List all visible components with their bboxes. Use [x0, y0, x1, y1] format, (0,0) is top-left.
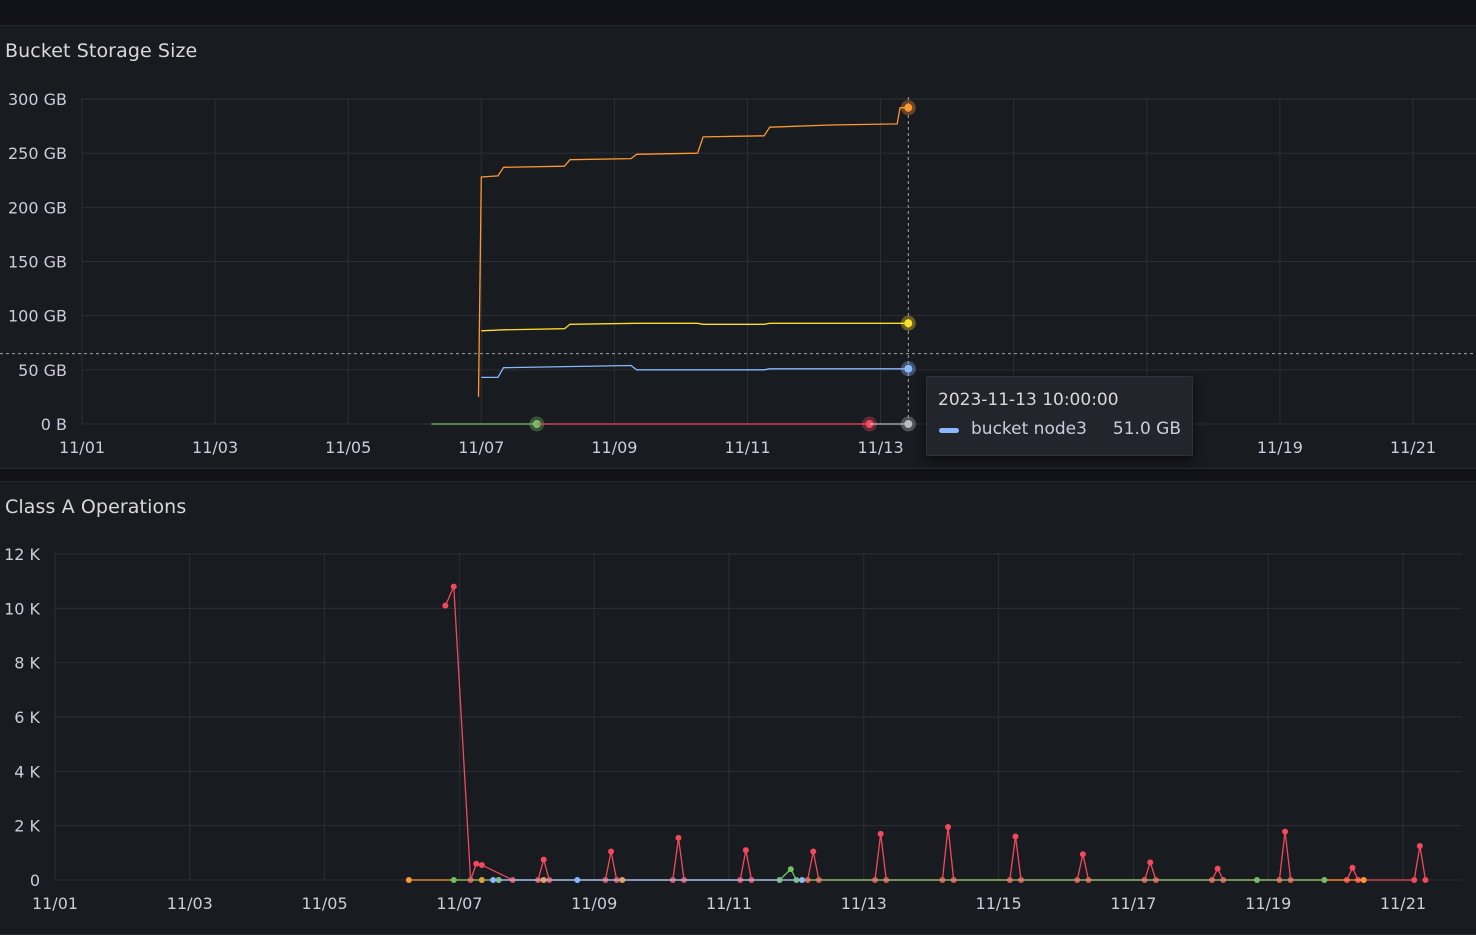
x-tick-label: 11/05	[325, 438, 371, 457]
tooltip-series-value: 51.0 GB	[1112, 419, 1181, 439]
data-point	[1411, 877, 1418, 883]
data-point	[675, 834, 682, 841]
x-tick-label: 11/03	[192, 438, 238, 457]
y-tick-label: 300 GB	[8, 90, 67, 109]
x-tick-label: 11/01	[32, 894, 78, 913]
data-point	[810, 848, 817, 855]
chart-class-a-operations[interactable]: 0 2 K 4 K 6 K 8 K 10 K 12 K 11/01 11/03 11/05 11/0…	[0, 482, 1476, 934]
x-tick-label: 11/13	[858, 438, 904, 457]
y-tick-label: 8 K	[14, 654, 40, 673]
x-tick-label: 11/05	[302, 894, 348, 913]
y-tick-label: 10 K	[4, 599, 40, 618]
data-point	[787, 866, 794, 873]
data-point	[540, 856, 547, 863]
x-tick-label: 11/13	[841, 894, 887, 913]
data-point	[1349, 864, 1356, 871]
series-line-3	[453, 868, 1325, 881]
data-point	[1079, 851, 1086, 858]
x-tick-label: 11/19	[1257, 438, 1303, 457]
x-tick-label: 11/15	[976, 894, 1022, 913]
series-line-1	[477, 107, 909, 397]
hover-point	[904, 103, 913, 112]
y-tick-label: 200 GB	[8, 198, 67, 217]
hover-point	[904, 420, 913, 428]
data-point	[945, 824, 952, 831]
series-line-2	[481, 322, 909, 332]
y-tick-label: 0 B	[41, 415, 67, 434]
x-tick-label: 11/07	[458, 438, 504, 457]
data-point	[442, 602, 449, 609]
data-point	[473, 860, 480, 867]
y-tick-label: 100 GB	[8, 307, 67, 326]
x-tick-label: 11/11	[724, 438, 770, 457]
y-tick-label: 50 GB	[18, 361, 67, 380]
data-point	[1147, 859, 1154, 866]
x-tick-label: 11/19	[1245, 894, 1291, 913]
y-tick-label: 250 GB	[8, 144, 67, 163]
hover-point	[904, 319, 913, 328]
data-point	[742, 847, 749, 854]
series-line-1	[444, 585, 1427, 881]
y-tick-label: 2 K	[14, 817, 40, 836]
data-point	[1282, 828, 1289, 835]
y-tick-label: 6 K	[14, 708, 40, 727]
tooltip-series-name: bucket node3	[971, 419, 1087, 439]
data-point	[574, 877, 581, 883]
data-point	[1321, 877, 1328, 883]
x-tick-label: 11/09	[591, 438, 637, 457]
x-tick-label: 11/07	[436, 894, 482, 913]
hover-point	[532, 420, 541, 428]
series-line-3	[481, 364, 909, 379]
data-point	[450, 877, 457, 883]
x-tick-label: 11/01	[59, 438, 105, 457]
data-point	[478, 862, 485, 869]
y-tick-label: 150 GB	[8, 253, 67, 272]
data-point	[1253, 877, 1260, 883]
series-tooltip: 2023-11-13 10:00:00 bucket node3 51.0 GB	[926, 376, 1193, 456]
panel-title[interactable]: Class A Operations	[5, 496, 187, 518]
chart-bucket-storage-size[interactable]: 0 B 50 GB 100 GB 150 GB 200 GB 250 GB 300 GB 11…	[0, 26, 1476, 468]
panel-title[interactable]: Bucket Storage Size	[5, 40, 198, 62]
tooltip-series-color-swatch	[939, 428, 959, 433]
data-point	[1416, 843, 1423, 850]
top-bar	[0, 0, 1476, 26]
hover-point	[904, 364, 913, 373]
data-point	[1360, 877, 1367, 883]
x-tick-label: 11/21	[1390, 438, 1436, 457]
tooltip-time: 2023-11-13 10:00:00	[938, 390, 1119, 410]
x-tick-label: 11/17	[1110, 894, 1156, 913]
panel-bucket-storage-size[interactable]: Bucket Storage Size 0 B 50 GB 100 GB 150 GB…	[0, 25, 1476, 469]
data-point	[405, 877, 412, 883]
data-point	[1012, 833, 1019, 840]
y-tick-label: 0	[30, 871, 40, 890]
x-tick-label: 11/09	[571, 894, 617, 913]
data-point	[1214, 865, 1221, 872]
x-tick-label: 11/21	[1380, 894, 1426, 913]
x-tick-label: 11/03	[167, 894, 213, 913]
y-tick-label: 4 K	[14, 762, 40, 781]
data-point	[877, 830, 884, 837]
panel-class-a-operations[interactable]: Class A Operations 0 2 K 4 K 6 K 8 K 10 K 12 K…	[0, 481, 1476, 935]
data-point	[490, 877, 497, 883]
x-tick-label: 11/11	[706, 894, 752, 913]
data-point	[799, 877, 806, 883]
data-point	[1422, 877, 1429, 883]
y-tick-label: 12 K	[4, 545, 40, 564]
data-point	[608, 848, 615, 855]
data-point	[450, 583, 457, 590]
